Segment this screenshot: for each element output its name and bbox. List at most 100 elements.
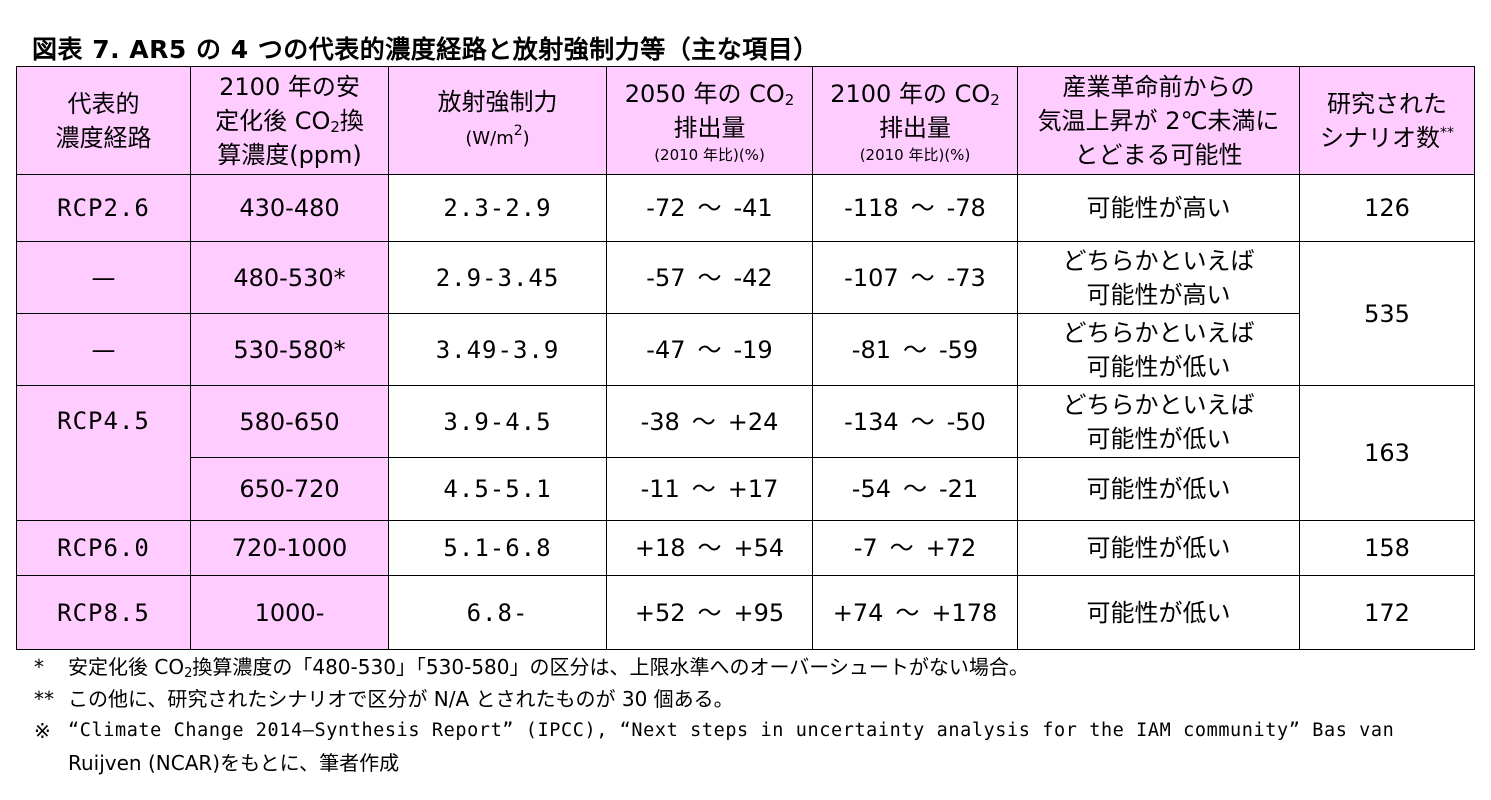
cell-forcing: 4.5-5.1 — [388, 457, 607, 521]
range-tilde: ～ — [697, 194, 722, 222]
cell-concentration: 530-580* — [190, 313, 389, 386]
cell-concentration: 430-480 — [190, 174, 389, 242]
e2100-high: -78 — [946, 194, 986, 222]
cell-forcing: 2.9-3.45 — [388, 241, 607, 314]
e2050-low: -72 — [646, 194, 686, 222]
footnotes: * 安定化後 CO2換算濃度の「480-530」「530-580」の区分は、上限… — [34, 651, 1474, 779]
cell-probability: どちらかといえば 可能性が低い — [1017, 385, 1300, 458]
range-tilde: ～ — [910, 407, 935, 436]
e2050-high: +17 — [727, 475, 779, 503]
cell-emissions-2100: -54 ～ -21 — [812, 457, 1018, 521]
range-tilde: ～ — [903, 335, 927, 364]
e2100-low: -134 — [844, 407, 899, 436]
e2100-high: +72 — [925, 534, 977, 562]
header-forcing-unit-b: ) — [522, 128, 530, 149]
cell-emissions-2050: -57 ～ -42 — [606, 241, 813, 314]
cell-scenarios: 126 — [1299, 174, 1475, 242]
cell-pathway: RCP4.5 — [16, 385, 191, 521]
cell-concentration: 650-720 — [190, 457, 389, 521]
header-forcing-line1: 放射強制力 — [437, 88, 558, 116]
footnote-1b: 換算濃度の「480-530」「530-580」の区分は、上限水準へのオーバーシュ… — [192, 655, 1029, 679]
cell-pathway: RCP8.5 — [16, 575, 191, 650]
table-row: RCP2.6 430-480 2.3-2.9 -72 ～ -41 -118 ～ -78 … — [16, 174, 1475, 242]
header-probability: 産業革命前からの 気温上昇が 2℃未満に とどまる可能性 — [1017, 66, 1300, 175]
range-tilde: ～ — [889, 534, 914, 562]
e2050-low: +18 — [634, 534, 686, 562]
range-tilde: ～ — [691, 407, 716, 436]
range-tilde: ～ — [697, 335, 722, 364]
prob-line1: 可能性が高い — [1086, 194, 1231, 222]
range-tilde: ～ — [910, 194, 935, 222]
e2100-low: -81 — [851, 335, 891, 364]
header-prob-line3: とどまる可能性 — [1074, 140, 1243, 169]
header-forcing-unit-sup: 2 — [513, 123, 523, 139]
header-stab-sub: 2 — [330, 117, 340, 136]
e2100-low: -118 — [844, 194, 899, 222]
range-tilde: ～ — [691, 475, 716, 503]
cell-emissions-2100: -7 ～ +72 — [812, 520, 1018, 576]
header-stab-line1: 2100 年の安 — [219, 72, 360, 101]
header-forcing-unit-a: (W/m — [465, 128, 514, 149]
prob-line2: 可能性が高い — [1086, 280, 1231, 309]
header-e2050-line2: 排出量 — [673, 113, 746, 142]
cell-emissions-2050: -38 ～ +24 — [606, 385, 813, 458]
prob-line1: 可能性が低い — [1086, 598, 1231, 627]
cell-emissions-2050: -72 ～ -41 — [606, 174, 813, 242]
e2100-low: -7 — [853, 534, 878, 562]
e2100-high: -59 — [939, 335, 979, 364]
cell-emissions-2100: +74 ～ +178 — [812, 575, 1018, 650]
prob-line2: 可能性が低い — [1086, 424, 1231, 453]
header-e2100-line1: 2100 年の CO — [830, 79, 991, 108]
cell-emissions-2050: +52 ～ +95 — [606, 575, 813, 650]
table-row: RCP4.5 580-650 3.9-4.5 -38 ～ +24 -134 ～ -50 … — [16, 385, 1475, 521]
cell-scenarios: 535 — [1299, 241, 1475, 386]
footnote-source-line1: “Climate Change 2014—Synthesis Report” (… — [68, 720, 1395, 741]
cell-concentration: 720-1000 — [190, 520, 389, 576]
cell-forcing: 2.3-2.9 — [388, 174, 607, 242]
e2100-low: -54 — [851, 475, 891, 503]
footnote-1-sub: 2 — [184, 666, 193, 681]
header-pathway-line1: 代表的 — [67, 89, 140, 118]
range-tilde: ～ — [903, 475, 927, 503]
footnote-source-line2: Ruijven (NCAR)をもとに、筆者作成 — [68, 751, 400, 775]
table-row: — 530-580* 3.49-3.9 -47 ～ -19 -81 ～ -59 どちらか… — [16, 313, 1475, 386]
header-stab-line2a: 定化後 CO — [215, 106, 331, 135]
footnote-1a: 安定化後 CO — [68, 655, 185, 679]
cell-emissions-2100: -107 ～ -73 — [812, 241, 1018, 314]
range-tilde: ～ — [895, 598, 920, 627]
cell-concentration: 580-650 — [190, 385, 389, 458]
cell-probability: 可能性が低い — [1017, 520, 1300, 576]
figure-title: 図表 7. AR5 の 4 つの代表的濃度経路と放射強制力等（主な項目） — [32, 35, 819, 64]
e2050-high: -19 — [733, 335, 773, 364]
e2050-high: -41 — [733, 194, 773, 222]
cell-emissions-2100: -134 ～ -50 — [812, 385, 1018, 458]
e2050-low: +52 — [634, 598, 686, 627]
header-prob-line1: 産業革命前からの — [1062, 72, 1255, 101]
header-pathway-line2: 濃度経路 — [55, 123, 152, 152]
e2100-high: -73 — [946, 263, 986, 292]
header-scenarios: 研究された シナリオ数** — [1299, 66, 1475, 175]
e2050-high: +95 — [733, 598, 785, 627]
cell-scenarios: 163 — [1299, 385, 1475, 521]
table-row: RCP6.0 720-1000 5.1-6.8 +18 ～ +54 -7 ～ +72 可… — [16, 520, 1475, 576]
range-tilde: ～ — [697, 263, 722, 292]
header-prob-line2: 気温上昇が 2℃未満に — [1037, 106, 1280, 135]
cell-probability: どちらかといえば 可能性が低い — [1017, 313, 1300, 386]
header-forcing-unit: (W/m2) — [465, 124, 530, 149]
cell-pathway: — — [16, 313, 191, 386]
e2050-low: -11 — [640, 475, 680, 503]
header-stab-line2b: 換 — [339, 106, 364, 135]
header-e2050-line1: 2050 年の CO — [624, 79, 785, 108]
cell-probability: 可能性が低い — [1017, 575, 1300, 650]
cell-concentration: 1000- — [190, 575, 389, 650]
e2100-high: -21 — [939, 475, 979, 503]
e2100-high: +178 — [931, 598, 998, 627]
e2050-high: +54 — [733, 534, 785, 562]
footnote-text: この他に、研究されたシナリオで区分が N/A とされたものが 30 個ある。 — [68, 687, 734, 711]
cell-emissions-2100: -118 ～ -78 — [812, 174, 1018, 242]
prob-line1: 可能性が低い — [1086, 534, 1231, 562]
range-tilde: ～ — [697, 534, 722, 562]
header-e2050-sub: 2 — [784, 90, 795, 109]
header-e2100-line2: 排出量 — [879, 113, 951, 142]
footnote-mark: ※ — [34, 719, 51, 743]
